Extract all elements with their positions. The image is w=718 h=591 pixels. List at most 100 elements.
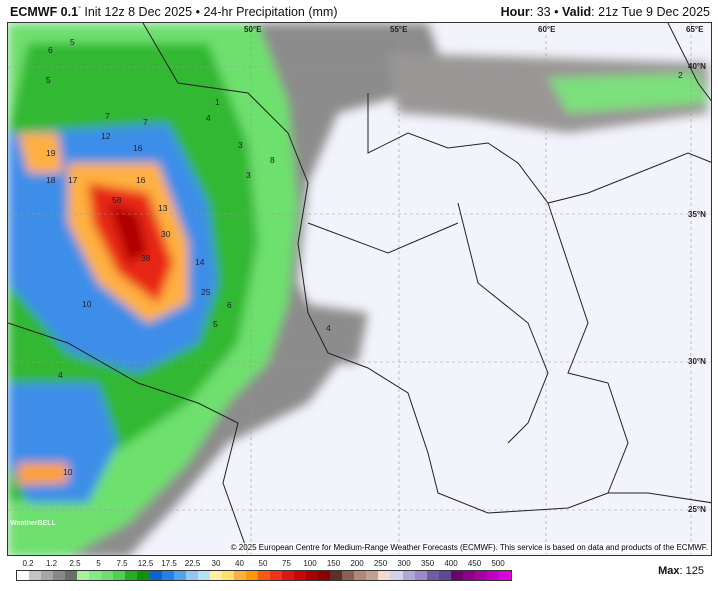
colorbar-segment (113, 571, 126, 580)
colorbar-segment (450, 571, 463, 580)
colorbar-segment (233, 571, 246, 580)
colorbar-segment (161, 571, 174, 580)
degree-symbol: ° (78, 5, 81, 13)
precip-label: 8 (270, 155, 275, 165)
colorbar-segment (221, 571, 234, 580)
colorbar-segment (306, 571, 319, 580)
legend-tick: 400 (444, 559, 458, 568)
weatherbell-watermark: WeatherBELL (10, 520, 56, 527)
colorbar-segment (282, 571, 295, 580)
legend-tick: 75 (282, 559, 291, 568)
colorbar-segment (402, 571, 415, 580)
colorbar-segment (125, 571, 138, 580)
colorbar-segment (269, 571, 283, 580)
colorbar-segment (414, 571, 427, 580)
legend-tick: 7.5 (116, 559, 128, 568)
colorbar-segment (474, 571, 487, 580)
legend-tick: 30 (211, 559, 221, 568)
colorbar-segment (366, 571, 379, 580)
precip-label: 4 (326, 323, 331, 333)
colorbar-segment (378, 571, 391, 580)
legend-tick: 450 (467, 559, 482, 568)
separator: • (554, 5, 559, 19)
colorbar-segment (390, 571, 403, 580)
colorbar-segment (498, 571, 511, 580)
precip-label: 10 (63, 467, 73, 477)
precip-label: 30 (161, 229, 171, 239)
precip-label: 4 (206, 113, 211, 123)
colorbar-segment (89, 571, 102, 580)
colorbar-segment (486, 571, 499, 580)
valid-value: 21z Tue 9 Dec 2025 (598, 5, 710, 19)
valid-label: Valid (561, 5, 592, 19)
precip-colorbar (16, 570, 512, 581)
colorbar-segment (294, 571, 307, 580)
precip-label: 5 (70, 37, 75, 47)
lat-label: 30°N (688, 357, 706, 366)
max-label: Max (658, 565, 680, 577)
precip-label: 17 (68, 175, 78, 185)
max-number: 125 (685, 565, 704, 577)
legend-tick: 5 (96, 559, 101, 568)
precip-label: 18 (46, 175, 56, 185)
colorbar-segment (53, 571, 66, 580)
legend-tick: 40 (235, 559, 244, 568)
hour-label: Hour (500, 5, 530, 19)
longitude-labels: 50°E 55°E 60°E 65°E (244, 25, 704, 34)
colorbar-segment (197, 571, 210, 580)
legend-tick: 500 (491, 559, 505, 568)
colorbar-segment (41, 571, 54, 580)
precip-label: 5 (213, 319, 218, 329)
colorbar-segment (101, 571, 114, 580)
legend-tick: 350 (420, 559, 435, 568)
precip-label: 3 (238, 140, 243, 150)
legend-tick: 200 (350, 559, 364, 568)
precip-value-labels: 6 5 5 3 4 1 12 7 7 16 19 18 17 16 58 13 … (46, 37, 683, 477)
colorbar-segment (65, 571, 78, 580)
init-time: Init 12z 8 Dec 2025 (84, 5, 193, 19)
legend-tick: 2.5 (69, 559, 81, 568)
lat-label: 40°N (688, 62, 706, 71)
latitude-labels: 40°N 35°N 30°N 25°N (688, 62, 706, 514)
colorbar-segment (354, 571, 367, 580)
graticule (8, 23, 711, 555)
precip-label: 4 (58, 370, 63, 380)
max-value: Max: 125 (658, 565, 704, 577)
colorbar-segment (342, 571, 355, 580)
colorbar-segment (137, 571, 150, 580)
product-name: 24-hr Precipitation (mm) (203, 5, 338, 19)
precip-label: 7 (143, 117, 148, 127)
colorbar-segment (149, 571, 162, 580)
precip-label: 19 (46, 148, 56, 158)
precip-label: 58 (112, 195, 122, 205)
legend-tick-labels: 0.2 1.2 2.5 5 7.5 12.5 17.5 22.5 30 40 50 75 100 150 2… (16, 559, 512, 569)
colorbar-segment (185, 571, 198, 580)
precip-label: 14 (195, 257, 205, 267)
precip-label: 12 (101, 131, 111, 141)
legend-tick: 22.5 (184, 559, 201, 568)
legend-tick: 0.2 (22, 559, 34, 568)
colorbar-segment (462, 571, 475, 580)
legend-tick: 17.5 (161, 559, 177, 568)
precip-label: 7 (105, 111, 110, 121)
lat-label: 35°N (688, 210, 706, 219)
colorbar-segment (77, 571, 90, 580)
precip-label: 16 (136, 175, 146, 185)
model-name: ECMWF 0.1 (10, 5, 79, 19)
precip-label: 25 (201, 287, 211, 297)
lon-label: 55°E (390, 25, 408, 34)
legend-tick: 12.5 (137, 559, 154, 568)
colorbar-segment (426, 571, 439, 580)
precip-label: 5 (46, 75, 51, 85)
borders (8, 23, 711, 554)
hour-value: 33 (536, 5, 551, 19)
precip-field (8, 23, 708, 555)
separator: • (195, 5, 200, 19)
legend-tick: 150 (326, 559, 341, 568)
legend-tick: 300 (397, 559, 411, 568)
lat-label: 25°N (688, 505, 706, 514)
precip-label: 3 (246, 170, 251, 180)
colorbar-segment (209, 571, 222, 580)
precip-label: 13 (158, 203, 168, 213)
valid-time-info: Hour: 33 • Valid: 21z Tue 9 Dec 2025 (500, 5, 710, 19)
